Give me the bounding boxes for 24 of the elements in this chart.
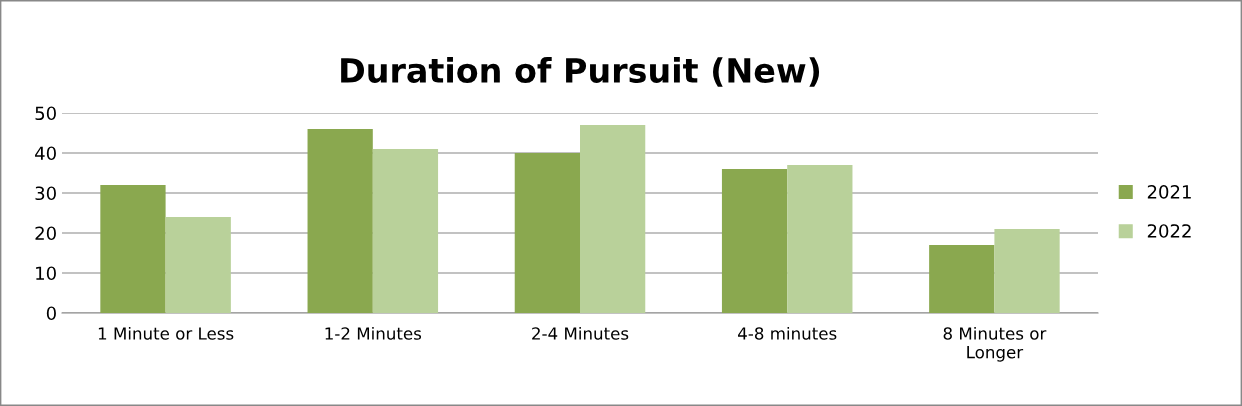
x-tick-label: 2-4 Minutes xyxy=(532,326,629,340)
y-tick-label: 20 xyxy=(35,226,56,241)
bar xyxy=(307,129,373,313)
bar xyxy=(787,165,853,313)
bar xyxy=(514,153,580,313)
y-tick-label: 30 xyxy=(35,186,56,201)
bar xyxy=(721,169,788,313)
bar xyxy=(929,245,995,313)
y-tick-label: 0 xyxy=(46,306,56,321)
x-tick-label: 1 Minute or Less xyxy=(98,326,234,340)
bar xyxy=(100,185,166,313)
y-tick-label: 50 xyxy=(35,106,56,121)
bar xyxy=(580,125,646,313)
legend-label: 2022 xyxy=(1147,224,1191,238)
y-tick-label: 40 xyxy=(35,146,56,161)
bar xyxy=(372,149,439,313)
chart-title: Duration of Pursuit (New) xyxy=(341,57,820,87)
x-tick-label: 1-2 Minutes xyxy=(325,326,422,340)
bar xyxy=(994,229,1060,313)
legend-label: 2021 xyxy=(1147,185,1191,199)
x-tick-label: 8 Minutes or Longer xyxy=(943,326,1047,362)
bar xyxy=(165,217,231,313)
x-tick-label: 4-8 minutes xyxy=(738,326,837,340)
y-tick-label: 10 xyxy=(36,266,56,281)
